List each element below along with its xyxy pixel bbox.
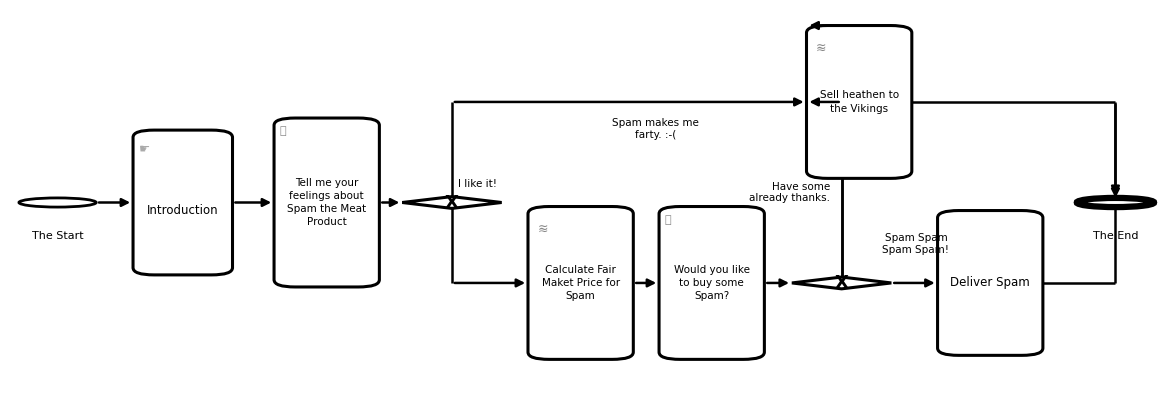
Text: 👤: 👤 bbox=[280, 126, 286, 136]
Polygon shape bbox=[402, 196, 502, 209]
FancyBboxPatch shape bbox=[937, 211, 1043, 355]
Ellipse shape bbox=[1077, 198, 1154, 207]
Text: Spam makes me
farty. :-(: Spam makes me farty. :-( bbox=[612, 118, 699, 140]
FancyBboxPatch shape bbox=[133, 130, 232, 275]
Text: X: X bbox=[445, 194, 459, 211]
FancyBboxPatch shape bbox=[528, 207, 633, 359]
Text: The End: The End bbox=[1093, 231, 1138, 241]
Text: Introduction: Introduction bbox=[147, 204, 218, 217]
FancyBboxPatch shape bbox=[807, 26, 911, 178]
Text: 👤: 👤 bbox=[665, 215, 671, 224]
Text: Would you like
to buy some
Spam?: Would you like to buy some Spam? bbox=[673, 265, 750, 301]
FancyBboxPatch shape bbox=[274, 118, 379, 287]
Text: X: X bbox=[835, 274, 848, 292]
Text: ≋: ≋ bbox=[816, 42, 826, 55]
Text: ≋: ≋ bbox=[537, 223, 548, 236]
Text: Have some
already thanks.: Have some already thanks. bbox=[748, 182, 830, 203]
Text: Tell me your
feelings about
Spam the Meat
Product: Tell me your feelings about Spam the Mea… bbox=[287, 178, 366, 227]
Polygon shape bbox=[792, 277, 891, 289]
Text: Spam Spam
Spam Spam!: Spam Spam Spam Spam! bbox=[882, 233, 949, 255]
Text: The Start: The Start bbox=[32, 231, 83, 241]
Text: Sell heathen to
the Vikings: Sell heathen to the Vikings bbox=[820, 90, 899, 113]
Text: Deliver Spam: Deliver Spam bbox=[950, 277, 1030, 290]
Text: Calculate Fair
Maket Price for
Spam: Calculate Fair Maket Price for Spam bbox=[542, 265, 619, 301]
Text: I like it!: I like it! bbox=[457, 179, 497, 189]
Ellipse shape bbox=[19, 198, 96, 207]
FancyBboxPatch shape bbox=[659, 207, 765, 359]
Text: ☛: ☛ bbox=[138, 142, 150, 155]
